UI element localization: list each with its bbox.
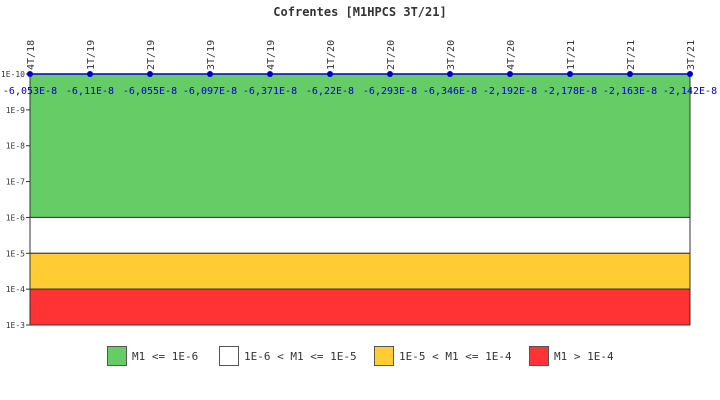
- y-tick-label: 1E-10: [1, 70, 25, 79]
- x-axis: 4T/18 1T/19 2T/19 3T/19 4T/19 1T/20 2T/20 3T/20…: [26, 40, 697, 70]
- band-low: [29, 73, 691, 218]
- x-tick-label: 4T/18: [26, 40, 37, 70]
- y-tick-label: 1E-6: [6, 213, 25, 222]
- x-tick-label: 4T/20: [506, 40, 517, 70]
- data-point: [147, 71, 153, 77]
- y-tick-label: 1E-5: [6, 249, 25, 258]
- data-label: -6,22E-8: [306, 86, 354, 97]
- legend: M1 <= 1E-6 1E-6 < M1 <= 1E-5 1E-5 < M1 <…: [0, 345, 720, 367]
- data-point: [207, 71, 213, 77]
- x-tick-label: 1T/19: [86, 40, 97, 70]
- data-point: [567, 71, 573, 77]
- data-label: -6,055E-8: [123, 86, 177, 97]
- band-moderate: [29, 216, 691, 254]
- x-tick-label: 4T/19: [266, 40, 277, 70]
- x-tick-label: 2T/19: [146, 40, 157, 70]
- data-label: -2,178E-8: [543, 86, 597, 97]
- x-tick-label: 2T/20: [386, 40, 397, 70]
- y-tick-label: 1E-4: [6, 285, 25, 294]
- band-critical: [29, 288, 691, 326]
- risk-bands: [29, 73, 691, 326]
- data-point: [447, 71, 453, 77]
- legend-item-low: M1 <= 1E-6: [107, 345, 198, 367]
- data-point: [387, 71, 393, 77]
- legend-swatch-moderate: [219, 346, 239, 366]
- data-label: -6,371E-8: [243, 86, 297, 97]
- legend-label-high: 1E-5 < M1 <= 1E-4: [399, 349, 512, 363]
- legend-swatch-critical: [529, 346, 549, 366]
- data-label: -2,192E-8: [483, 86, 537, 97]
- data-label: -2,163E-8: [603, 86, 657, 97]
- chart-title: Cofrentes [M1HPCS 3T/21]: [273, 5, 446, 19]
- data-label: -6,11E-8: [66, 86, 114, 97]
- x-tick-label: 2T/21: [626, 40, 637, 70]
- x-tick-label: 1T/21: [566, 40, 577, 70]
- data-point: [267, 71, 273, 77]
- data-label: -6,053E-8: [3, 86, 57, 97]
- x-tick-label: 3T/19: [206, 40, 217, 70]
- legend-swatch-high: [374, 346, 394, 366]
- legend-label-low: M1 <= 1E-6: [132, 349, 199, 363]
- y-axis: 1E-10 1E-9 1E-8 1E-7 1E-6 1E-5 1E-4 1E-3: [1, 70, 30, 330]
- x-tick-label: 3T/20: [446, 40, 457, 70]
- data-point: [687, 71, 693, 77]
- data-point: [507, 71, 513, 77]
- legend-label-moderate: 1E-6 < M1 <= 1E-5: [244, 349, 357, 363]
- band-high: [29, 252, 691, 290]
- y-tick-label: 1E-9: [6, 106, 25, 115]
- y-tick-label: 1E-8: [6, 142, 25, 151]
- data-label: -6,346E-8: [423, 86, 477, 97]
- data-point: [87, 71, 93, 77]
- data-label: -2,142E-8: [663, 86, 717, 97]
- legend-label-critical: M1 > 1E-4: [554, 349, 614, 363]
- data-series: [27, 71, 693, 77]
- x-tick-label: 1T/20: [326, 40, 337, 70]
- data-point: [27, 71, 33, 77]
- data-point: [627, 71, 633, 77]
- legend-item-high: 1E-5 < M1 <= 1E-4: [374, 345, 512, 367]
- data-labels: -6,053E-8 -6,11E-8 -6,055E-8 -6,097E-8 -6,37…: [3, 86, 717, 97]
- legend-swatch-low: [107, 346, 127, 366]
- data-label: -6,097E-8: [183, 86, 237, 97]
- y-tick-label: 1E-7: [6, 178, 25, 187]
- y-tick-label: 1E-3: [6, 321, 25, 330]
- data-point: [327, 71, 333, 77]
- data-label: -6,293E-8: [363, 86, 417, 97]
- legend-item-moderate: 1E-6 < M1 <= 1E-5: [219, 345, 357, 367]
- legend-item-critical: M1 > 1E-4: [529, 345, 614, 367]
- x-tick-label: 3T/21: [686, 40, 697, 70]
